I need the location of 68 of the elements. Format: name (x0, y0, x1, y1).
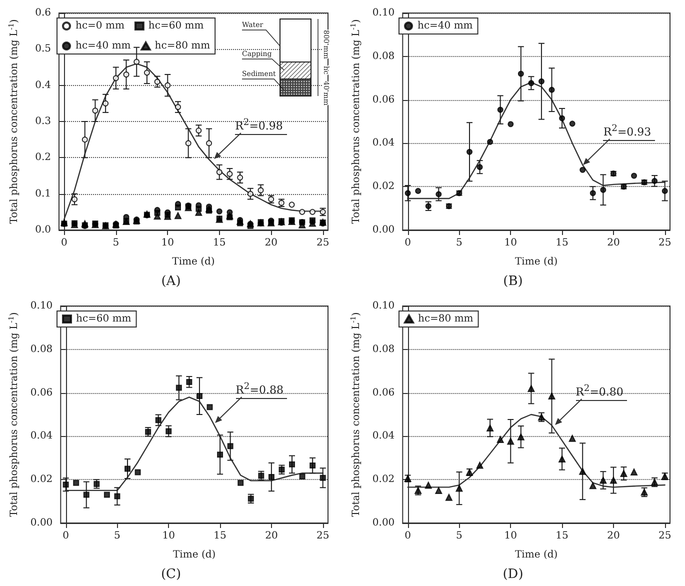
y-tick-label: 0.06 (372, 387, 395, 398)
x-axis-title: Time (d) (515, 550, 558, 560)
y-tick-label: 0.3 (35, 116, 51, 127)
legend-label: hc=80 mm (154, 40, 211, 52)
legend-label: hc=60 mm (148, 20, 204, 32)
y-tick-label: 0.00 (30, 518, 53, 528)
y-tick-label: 0.04 (372, 430, 395, 442)
x-tick-label: 10 (504, 530, 517, 542)
x-tick-label: 10 (161, 238, 174, 248)
y-tick-label: 0.04 (372, 138, 395, 149)
y-tick-label: 0.02 (372, 474, 395, 486)
y-tick-label: 0.06 (372, 94, 395, 106)
legend-label: hc=80 mm (418, 314, 474, 324)
x-tick-label: 10 (162, 530, 175, 542)
x-tick-label: 20 (607, 238, 620, 248)
legend-label: hc=40 mm (76, 40, 132, 52)
y-tick-label: 0.4 (35, 80, 51, 91)
x-axis-title: Time (d) (173, 550, 216, 560)
y-tick-label: 0.00 (372, 518, 395, 528)
x-tick-label: 20 (265, 530, 278, 542)
x-tick-label: 10 (504, 238, 517, 248)
y-tick-label: 0.10 (30, 300, 53, 312)
x-tick-label: 15 (556, 238, 568, 248)
x-tick-label: 25 (658, 238, 672, 248)
legend-label: hc=0 mm (76, 20, 125, 32)
annotation: R$^{2}$=0.98 (235, 116, 287, 136)
x-tick-label: 25 (316, 530, 330, 542)
annotation: R$^{2}$=0.88 (236, 380, 288, 399)
x-tick-label: 5 (456, 238, 462, 248)
y-tick-label: 0.00 (372, 224, 395, 236)
x-tick-label: 15 (556, 530, 568, 542)
y-tick-label: 0.6 (35, 8, 51, 18)
y-tick-label: 0.02 (30, 474, 53, 486)
y-tick-label: 0.10 (372, 8, 395, 18)
y-tick-label: 0.0 (35, 224, 51, 236)
x-tick-label: 5 (456, 530, 462, 542)
y-tick-label: 0.04 (30, 430, 53, 442)
x-tick-label: 0 (60, 238, 68, 248)
y-tick-label: 0.5 (35, 44, 51, 55)
x-tick-label: 0 (62, 530, 69, 542)
x-tick-label: 5 (114, 530, 120, 542)
y-tick-label: 0.08 (30, 344, 53, 355)
y-tick-label: 0.10 (372, 300, 395, 312)
text: (D) (502, 567, 524, 582)
x-tick-label: 20 (607, 530, 620, 542)
text: (B) (503, 274, 523, 289)
x-axis-title: Time (d) (515, 256, 558, 268)
x-tick-label: 20 (264, 238, 278, 248)
text: (C) (160, 567, 182, 582)
y-tick-label: 0.08 (372, 344, 395, 355)
x-tick-label: 0 (404, 238, 411, 248)
y-tick-label: 0.2 (35, 152, 51, 164)
y-tick-label: 0.06 (30, 387, 53, 398)
x-tick-label: 0 (404, 530, 411, 542)
x-tick-label: 15 (213, 238, 226, 248)
y-tick-label: 0.02 (372, 181, 395, 192)
y-tick-label: 0.08 (372, 50, 395, 62)
legend-label: hc=60 mm (76, 314, 132, 324)
x-tick-label: 5 (112, 238, 120, 248)
y-tick-label: 0.1 (35, 188, 51, 200)
annotation: R$^{2}$=0.80 (576, 382, 628, 401)
x-tick-label: 25 (658, 530, 672, 542)
x-tick-label: 15 (214, 530, 226, 542)
x-axis-title: Time (d) (172, 256, 215, 268)
legend-label: hc=40 mm (418, 20, 474, 32)
x-tick-label: 25 (316, 238, 330, 248)
text: (A) (161, 274, 181, 289)
annotation: R$^{2}$=0.93 (603, 122, 656, 141)
